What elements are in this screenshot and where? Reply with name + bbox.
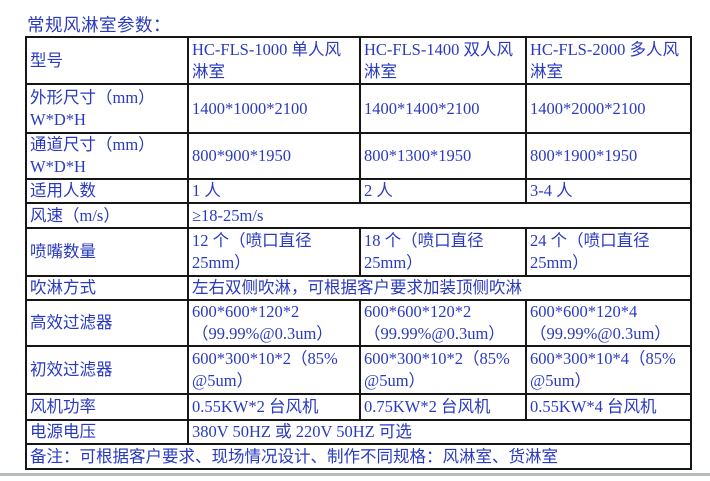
- row-remark: 备注：可根据客户要求、现场情况设计、制作不同规格：风淋室、货淋室: [25, 443, 692, 470]
- bottom-divider-rule: [0, 473, 710, 476]
- row-primary-filter-col2: 600*300*10*2（85% @5um）: [359, 345, 527, 395]
- row-outer-dimensions-col1: 1400*1000*2100: [187, 83, 361, 134]
- row-primary-filter: 初效过滤器 600*300*10*2（85% @5um） 600*300*10*…: [25, 345, 692, 395]
- row-nozzle-count-col3: 24 个（喷口直径 25mm）: [525, 227, 692, 277]
- row-channel-dimensions-col3: 800*1900*1950: [525, 132, 692, 180]
- row-wind-speed-value: ≥18-25m/s: [187, 202, 692, 229]
- row-hepa-filter-col2: 600*600*120*2 （99.99%@0.3um）: [359, 299, 527, 347]
- row-power-supply-value: 380V 50HZ 或 220V 50HZ 可选: [187, 419, 692, 445]
- row-hepa-filter: 高效过滤器 600*600*120*2 （99.99%@0.3um） 600*6…: [25, 299, 692, 347]
- row-capacity-col3: 3-4 人: [525, 178, 692, 204]
- row-hepa-filter-label: 高效过滤器: [25, 299, 189, 347]
- row-wind-speed: 风速（m/s） ≥18-25m/s: [25, 202, 692, 229]
- row-primary-filter-label: 初效过滤器: [25, 345, 189, 395]
- page-title: 常规风淋室参数：: [27, 15, 171, 35]
- air-shower-spec-table: 型号 HC-FLS-1000 单人风 淋室 HC-FLS-1400 双人风 淋室…: [25, 36, 692, 470]
- row-primary-filter-col1: 600*300*10*2（85% @5um）: [187, 345, 361, 395]
- row-model-col1: HC-FLS-1000 单人风 淋室: [187, 36, 361, 85]
- row-fan-power-col1: 0.55KW*2 台风机: [187, 393, 361, 421]
- row-channel-dimensions: 通道尺寸（mm） W*D*H 800*900*1950 800*1300*195…: [25, 132, 692, 180]
- row-model-col2: HC-FLS-1400 双人风 淋室: [359, 36, 527, 85]
- row-outer-dimensions-label: 外形尺寸（mm） W*D*H: [25, 83, 189, 134]
- row-wind-speed-label: 风速（m/s）: [25, 202, 189, 229]
- row-primary-filter-col3: 600*300*10*4（85% @5um）: [525, 345, 692, 395]
- row-hepa-filter-col3: 600*600*120*4 （99.99%@0.3um）: [525, 299, 692, 347]
- row-nozzle-count: 喷嘴数量 12 个（喷口直径 25mm） 18 个（喷口直径 25mm） 24 …: [25, 227, 692, 277]
- row-capacity-col1: 1 人: [187, 178, 361, 204]
- row-model-label: 型号: [25, 36, 189, 85]
- row-fan-power-label: 风机功率: [25, 393, 189, 421]
- row-remark-note: 备注：可根据客户要求、现场情况设计、制作不同规格：风淋室、货淋室: [25, 443, 692, 470]
- row-hepa-filter-col1: 600*600*120*2 （99.99%@0.3um）: [187, 299, 361, 347]
- row-capacity-label: 适用人数: [25, 178, 189, 204]
- row-fan-power-col2: 0.75KW*2 台风机: [359, 393, 527, 421]
- row-nozzle-count-col2: 18 个（喷口直径 25mm）: [359, 227, 527, 277]
- row-blow-mode-label: 吹淋方式: [25, 275, 189, 301]
- row-power-supply-label: 电源电压: [25, 419, 189, 445]
- row-outer-dimensions: 外形尺寸（mm） W*D*H 1400*1000*2100 1400*1400*…: [25, 83, 692, 134]
- row-fan-power: 风机功率 0.55KW*2 台风机 0.75KW*2 台风机 0.55KW*4 …: [25, 393, 692, 421]
- row-channel-dimensions-col2: 800*1300*1950: [359, 132, 527, 180]
- row-fan-power-col3: 0.55KW*4 台风机: [525, 393, 692, 421]
- row-nozzle-count-label: 喷嘴数量: [25, 227, 189, 277]
- row-channel-dimensions-label: 通道尺寸（mm） W*D*H: [25, 132, 189, 180]
- row-blow-mode: 吹淋方式 左右双侧吹淋，可根据客户要求加装顶侧吹淋: [25, 275, 692, 301]
- row-capacity: 适用人数 1 人 2 人 3-4 人: [25, 178, 692, 204]
- row-capacity-col2: 2 人: [359, 178, 527, 204]
- row-channel-dimensions-col1: 800*900*1950: [187, 132, 361, 180]
- row-nozzle-count-col1: 12 个（喷口直径 25mm）: [187, 227, 361, 277]
- row-outer-dimensions-col3: 1400*2000*2100: [525, 83, 692, 134]
- row-outer-dimensions-col2: 1400*1400*2100: [359, 83, 527, 134]
- row-blow-mode-value: 左右双侧吹淋，可根据客户要求加装顶侧吹淋: [187, 275, 692, 301]
- row-model-col3: HC-FLS-2000 多人风 淋室: [525, 36, 692, 85]
- row-power-supply: 电源电压 380V 50HZ 或 220V 50HZ 可选: [25, 419, 692, 445]
- row-model: 型号 HC-FLS-1000 单人风 淋室 HC-FLS-1400 双人风 淋室…: [25, 36, 692, 85]
